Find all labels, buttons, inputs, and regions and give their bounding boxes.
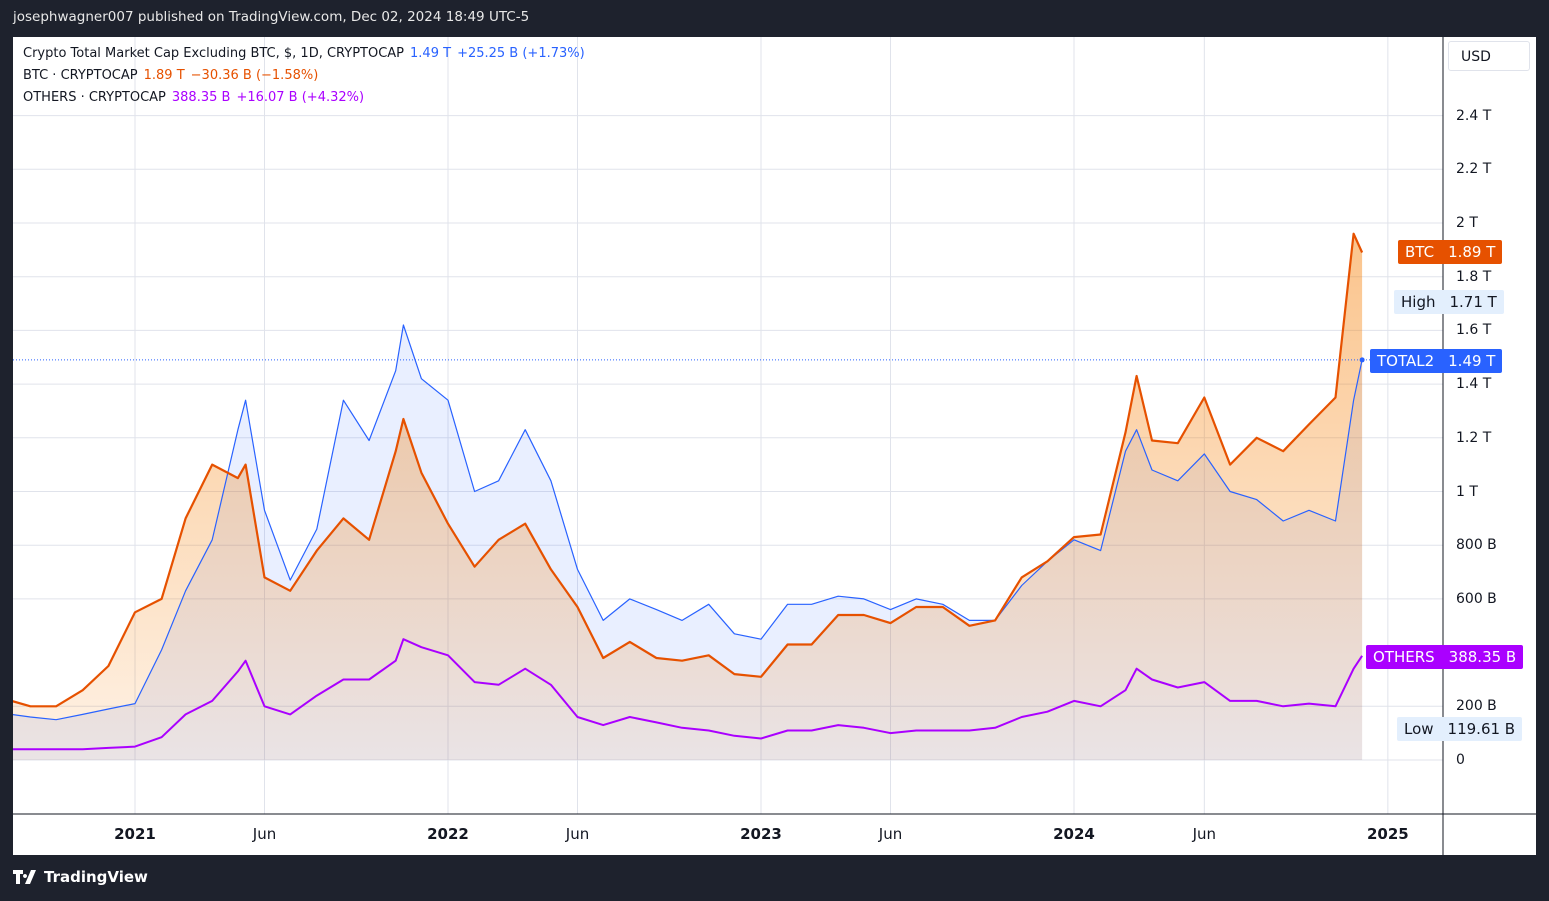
x-tick-label: 2021 <box>114 825 156 843</box>
y-tick-label: 2.2 T <box>1456 161 1492 178</box>
legend-change: −30.36 B (−1.58%) <box>190 68 319 83</box>
y-tick-label: 1 T <box>1456 483 1478 500</box>
tag-value: 1.49 T <box>1448 352 1496 370</box>
tag-label: OTHERS <box>1373 648 1435 666</box>
legend-change: +16.07 B (+4.32%) <box>236 90 365 105</box>
total2-last-point <box>1359 357 1365 363</box>
others-price-tag: OTHERS 388.35 B <box>1366 645 1524 669</box>
tag-label: High <box>1401 293 1436 311</box>
x-tick-label: Jun <box>565 825 590 843</box>
logo-text: TradingView <box>44 868 148 886</box>
y-tick-label: 200 B <box>1456 698 1497 715</box>
y-tick-label: 1.6 T <box>1456 322 1492 339</box>
tradingview-logo-icon <box>13 870 36 884</box>
legend-name: OTHERS · CRYPTOCAP <box>23 90 166 105</box>
legend-value: 1.49 T <box>410 46 452 61</box>
x-tick-label: 2025 <box>1366 825 1409 843</box>
tag-label: TOTAL2 <box>1377 352 1435 370</box>
y-tick-label: 800 B <box>1456 537 1497 554</box>
legend-change: +25.25 B (+1.73%) <box>457 46 585 61</box>
currency-selector[interactable]: USD <box>1448 41 1530 71</box>
low-tag: Low 119.61 B <box>1397 717 1523 741</box>
x-tick-label: Jun <box>252 825 277 843</box>
y-tick-label: 600 B <box>1456 590 1497 607</box>
total2-price-tag: TOTAL2 1.49 T <box>1370 349 1503 373</box>
tag-value: 1.89 T <box>1448 243 1496 261</box>
btc-area <box>13 233 1363 760</box>
legend-value: 1.89 T <box>143 68 185 83</box>
legend-name: BTC · CRYPTOCAP <box>23 68 138 83</box>
y-tick-label: 1.2 T <box>1456 429 1492 446</box>
y-tick-label: 1.4 T <box>1456 376 1492 393</box>
high-tag: High 1.71 T <box>1394 290 1504 314</box>
legend-row-others[interactable]: OTHERS · CRYPTOCAP 388.35 B +16.07 B (+4.3… <box>23 90 370 105</box>
tag-label: BTC <box>1405 243 1435 261</box>
btc-price-tag: BTC 1.89 T <box>1398 240 1503 264</box>
tag-label: Low <box>1404 720 1434 738</box>
y-tick-label: 0 <box>1456 752 1465 768</box>
legend-row-btc[interactable]: BTC · CRYPTOCAP 1.89 T −30.36 B (−1.58%) <box>23 68 324 83</box>
legend-row-total2[interactable]: Crypto Total Market Cap Excluding BTC, $… <box>23 46 591 61</box>
tag-value: 388.35 B <box>1448 648 1517 666</box>
y-tick-label: 2.4 T <box>1456 107 1492 124</box>
y-tick-label: 1.8 T <box>1456 268 1492 285</box>
x-tick-label: 2023 <box>740 825 782 843</box>
published-header: josephwagner007 published on TradingView… <box>13 9 530 25</box>
tag-value: 119.61 B <box>1447 720 1516 738</box>
legend-name: Crypto Total Market Cap Excluding BTC, $… <box>23 46 405 61</box>
legend-value: 388.35 B <box>171 90 231 105</box>
x-tick-label: 2022 <box>427 825 469 843</box>
y-tick-label: 2 T <box>1456 215 1478 231</box>
tag-value: 1.71 T <box>1449 293 1497 311</box>
tradingview-logo[interactable]: TradingView <box>13 868 148 886</box>
x-tick-label: Jun <box>878 825 903 843</box>
x-tick-label: 2024 <box>1053 825 1095 843</box>
series-group <box>13 232 1443 760</box>
x-tick-label: Jun <box>1192 825 1217 843</box>
